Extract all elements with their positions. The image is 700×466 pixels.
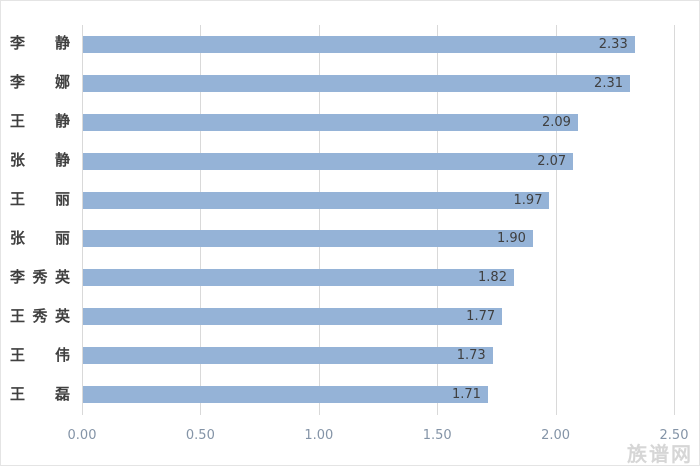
bar: 2.07 — [83, 152, 574, 170]
gridline — [674, 25, 675, 415]
category-label: 李 静 — [10, 34, 70, 53]
bar: 1.90 — [83, 230, 533, 248]
bar-value-label: 2.33 — [598, 36, 628, 52]
bar-value-label: 1.77 — [466, 309, 496, 325]
x-axis-tick-label: 1.00 — [304, 428, 334, 443]
bar-value-label: 1.97 — [513, 192, 543, 208]
bar: 2.31 — [83, 74, 630, 92]
watermark: 族谱网 — [627, 442, 693, 466]
category-label: 李 娜 — [10, 73, 70, 92]
gridline — [200, 25, 202, 415]
bar: 2.33 — [83, 35, 635, 53]
category-label: 王 磊 — [10, 384, 70, 403]
category-label: 王 伟 — [10, 345, 70, 364]
bar-value-label: 1.82 — [478, 270, 507, 286]
gridline — [555, 25, 557, 415]
bar: 1.77 — [83, 308, 503, 326]
bar: 1.82 — [83, 269, 514, 287]
x-axis-tick-label: 2.00 — [541, 428, 571, 443]
bar-value-label: 2.09 — [541, 114, 571, 130]
bar-value-label: 1.73 — [456, 348, 486, 364]
category-label: 王 静 — [10, 112, 70, 131]
x-axis-tick-label: 1.50 — [422, 428, 452, 443]
x-axis-tick-label: 2.50 — [659, 428, 689, 443]
category-label: 王 丽 — [10, 190, 70, 209]
gridline — [437, 25, 439, 415]
category-label: 张 丽 — [10, 228, 70, 247]
bar: 1.97 — [83, 191, 550, 209]
bar-value-label: 2.31 — [594, 75, 623, 91]
gridline — [82, 25, 83, 415]
category-label: 李秀英 — [10, 267, 70, 286]
bar-value-label: 1.90 — [496, 231, 526, 247]
gridline — [318, 25, 320, 415]
bar-value-label: 1.71 — [451, 387, 481, 403]
category-label: 张 静 — [10, 151, 70, 170]
bar: 1.73 — [83, 347, 493, 365]
x-axis-tick-label: 0.00 — [67, 428, 97, 443]
bar: 2.09 — [83, 113, 578, 131]
bar-value-label: 2.07 — [537, 153, 567, 169]
x-axis-tick-label: 0.50 — [185, 428, 215, 443]
bar: 1.71 — [83, 386, 488, 404]
category-label: 王秀英 — [10, 306, 70, 325]
